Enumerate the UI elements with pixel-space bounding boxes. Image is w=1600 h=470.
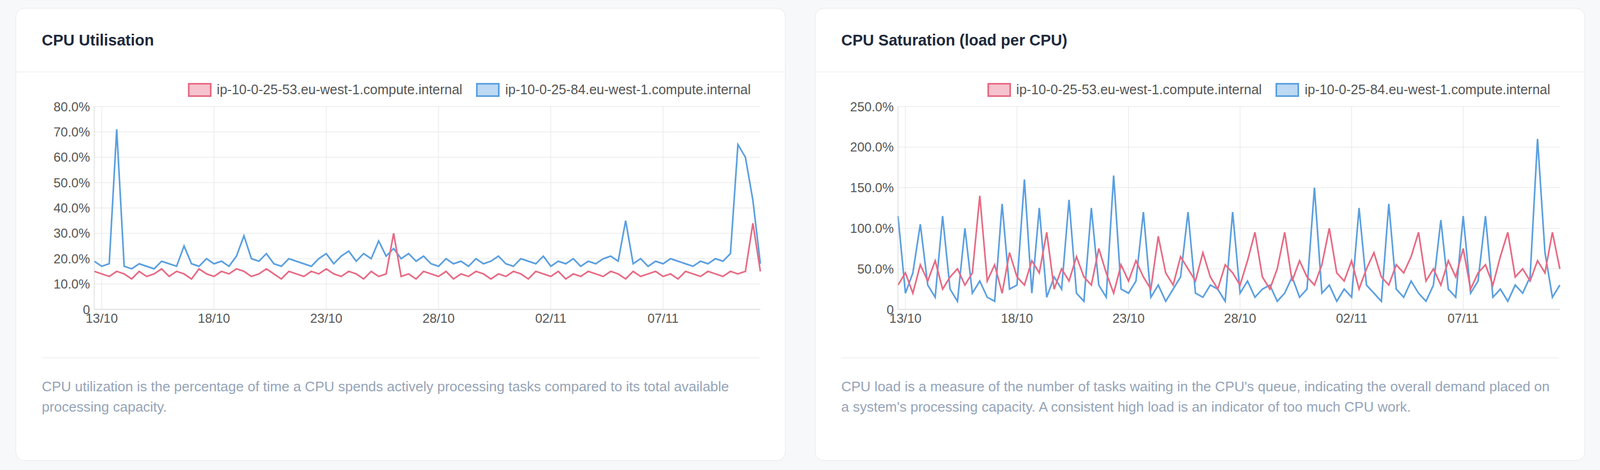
html-text:CPU utilization is the percent: CPU utilization is the percentage of tim… bbox=[41, 378, 729, 415]
html-text:CPU Utilisation: CPU Utilisation bbox=[41, 31, 154, 49]
svg-text:18/10: 18/10 bbox=[1000, 311, 1033, 326]
svg-text:20.0%: 20.0% bbox=[53, 251, 90, 267]
svg-text:07/11: 07/11 bbox=[647, 311, 679, 326]
svg-text:02/11: 02/11 bbox=[1336, 311, 1368, 326]
svg-text:18/10: 18/10 bbox=[198, 311, 231, 326]
svg-text:23/10: 23/10 bbox=[310, 311, 343, 326]
svg-text:10.0%: 10.0% bbox=[53, 276, 90, 292]
svg-text:80.0%: 80.0% bbox=[53, 99, 90, 115]
html-text:ip-10-0-25-84.eu-west-1.comput: ip-10-0-25-84.eu-west-1.compute.internal bbox=[505, 81, 751, 97]
svg-text:250.0%: 250.0% bbox=[850, 99, 894, 115]
svg-text:70.0%: 70.0% bbox=[53, 124, 90, 140]
svg-text:23/10: 23/10 bbox=[1112, 311, 1145, 326]
html-text:ip-10-0-25-84.eu-west-1.comput: ip-10-0-25-84.eu-west-1.compute.internal bbox=[1304, 81, 1551, 97]
svg-text:30.0%: 30.0% bbox=[53, 225, 90, 241]
svg-text:02/11: 02/11 bbox=[534, 311, 566, 326]
svg-text:0: 0 bbox=[82, 302, 90, 318]
html-text:ip-10-0-25-53.eu-west-1.comput: ip-10-0-25-53.eu-west-1.compute.internal bbox=[1016, 81, 1262, 97]
svg-text:50.0%: 50.0% bbox=[857, 261, 894, 277]
html-text:CPU Saturation (load per CPU): CPU Saturation (load per CPU) bbox=[841, 31, 1068, 49]
svg-text:60.0%: 60.0% bbox=[53, 149, 90, 165]
svg-text:200.0%: 200.0% bbox=[850, 139, 894, 155]
svg-text:150.0%: 150.0% bbox=[850, 180, 894, 195]
svg-text:13/10: 13/10 bbox=[85, 311, 118, 326]
svg-text:28/10: 28/10 bbox=[422, 311, 455, 326]
svg-text:07/11: 07/11 bbox=[1447, 311, 1479, 326]
html-text:CPU load is a measure of the n: CPU load is a measure of the number of t… bbox=[841, 378, 1550, 415]
svg-text:40.0%: 40.0% bbox=[53, 200, 90, 216]
svg-text:28/10: 28/10 bbox=[1224, 311, 1257, 326]
svg-text:100.0%: 100.0% bbox=[850, 221, 894, 236]
svg-text:0: 0 bbox=[886, 302, 894, 318]
svg-text:50.0%: 50.0% bbox=[53, 175, 90, 191]
svg-text:13/10: 13/10 bbox=[889, 311, 922, 326]
html-text:ip-10-0-25-53.eu-west-1.comput: ip-10-0-25-53.eu-west-1.compute.internal bbox=[216, 81, 463, 97]
